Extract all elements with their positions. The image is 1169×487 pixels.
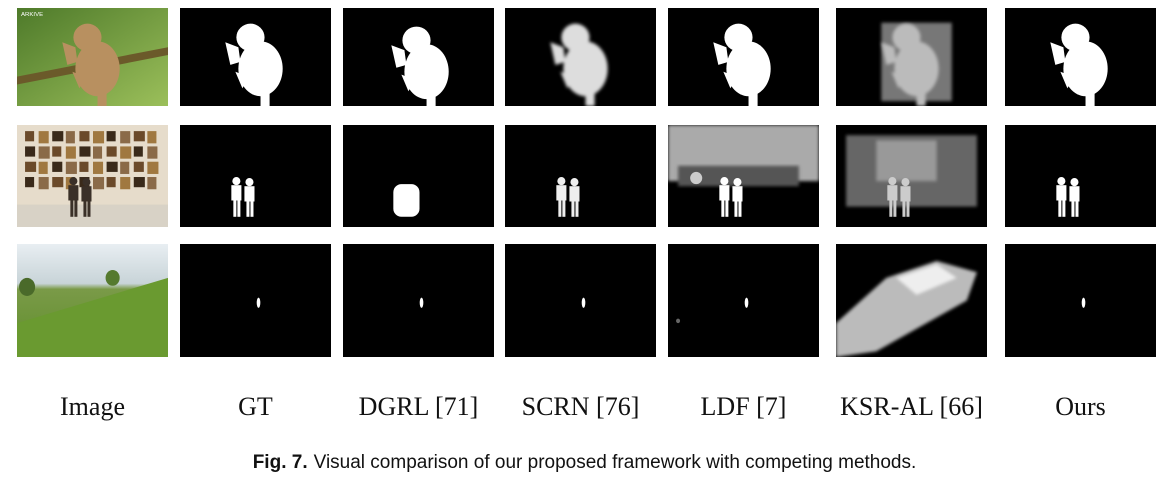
input-image: ARKIVE bbox=[17, 8, 168, 106]
column-label: LDF [7] bbox=[700, 392, 787, 421]
saliency-map bbox=[505, 244, 656, 357]
saliency-map bbox=[836, 125, 987, 227]
saliency-map bbox=[836, 8, 987, 106]
saliency-map bbox=[668, 244, 819, 357]
image-content bbox=[836, 8, 987, 106]
input-image bbox=[17, 125, 168, 227]
saliency-map bbox=[505, 8, 656, 106]
saliency-map bbox=[505, 125, 656, 227]
image-content bbox=[668, 244, 819, 357]
column-label: Ours bbox=[1055, 392, 1106, 421]
saliency-map bbox=[180, 125, 331, 227]
image-content bbox=[668, 8, 819, 106]
saliency-map bbox=[668, 8, 819, 106]
image-content bbox=[505, 125, 656, 227]
image-content bbox=[836, 125, 987, 227]
column-label: GT bbox=[238, 392, 273, 421]
image-content bbox=[17, 244, 168, 357]
saliency-map bbox=[343, 125, 494, 227]
image-content bbox=[1005, 8, 1156, 106]
image-content bbox=[343, 244, 494, 357]
saliency-map bbox=[836, 244, 987, 357]
saliency-map bbox=[343, 244, 494, 357]
image-content bbox=[668, 125, 819, 227]
image-content bbox=[1005, 125, 1156, 227]
image-content bbox=[180, 244, 331, 357]
saliency-map bbox=[180, 244, 331, 357]
column-label: DGRL [71] bbox=[358, 392, 479, 421]
image-content bbox=[180, 8, 331, 106]
saliency-map bbox=[343, 8, 494, 109]
column-label: Image bbox=[60, 392, 125, 421]
saliency-map bbox=[1005, 244, 1156, 357]
watermark: ARKIVE bbox=[21, 12, 43, 18]
saliency-map bbox=[668, 125, 819, 227]
image-content bbox=[180, 125, 331, 227]
column-label: KSR-AL [66] bbox=[840, 392, 983, 421]
caption-label: Fig. 7. bbox=[252, 452, 308, 473]
image-content bbox=[343, 125, 494, 227]
input-image bbox=[17, 244, 168, 357]
saliency-map bbox=[1005, 8, 1156, 106]
image-content bbox=[505, 244, 656, 357]
saliency-map bbox=[1005, 125, 1156, 227]
image-content: ARKIVE bbox=[17, 8, 168, 106]
caption-text: Visual comparison of our proposed framew… bbox=[313, 452, 917, 473]
saliency-map bbox=[180, 8, 331, 106]
image-content bbox=[505, 8, 656, 106]
caption: Fig. 7. Visual comparison of our proposed… bbox=[0, 452, 1169, 474]
image-content bbox=[836, 244, 987, 357]
image-content bbox=[1005, 244, 1156, 357]
column-label: SCRN [76] bbox=[521, 392, 640, 421]
image-content bbox=[343, 8, 494, 109]
image-content bbox=[17, 125, 168, 227]
